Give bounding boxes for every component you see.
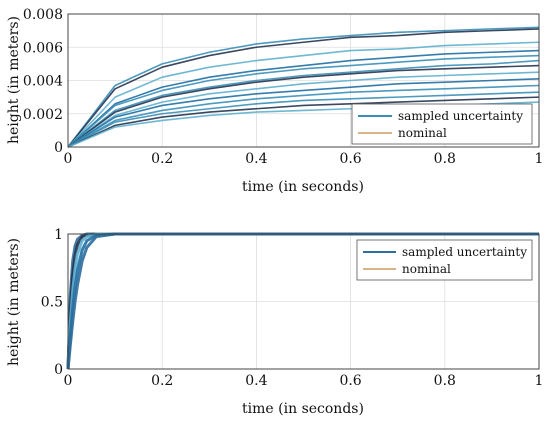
x-tick-label: 0.4 — [245, 151, 267, 167]
y-tick-label: 0.008 — [23, 7, 63, 23]
series-line — [67, 41, 540, 148]
top-plot-frame — [67, 13, 540, 148]
series-line — [67, 26, 540, 148]
x-tick-label: 1 — [535, 151, 544, 167]
y-tick-label: 0 — [54, 140, 63, 156]
bottom-plot: 0 0.2 0.4 0.6 0.8 1 0 0.5 1 time (in seconds) he… — [6, 227, 543, 417]
y-tick-label: 0.004 — [23, 74, 63, 90]
series-line — [67, 71, 540, 148]
top-legend-box — [351, 103, 533, 145]
series-line — [67, 59, 540, 148]
y-tick-label: 1 — [54, 227, 63, 243]
top-plot-series — [67, 26, 540, 148]
y-tick-label: 0.5 — [41, 295, 63, 311]
series-line — [67, 64, 540, 148]
series-line — [67, 96, 540, 148]
bottom-legend: sampled uncertainty nominal — [356, 239, 533, 281]
x-tick-label: 0.2 — [151, 373, 173, 389]
x-tick-label: 0.4 — [245, 373, 267, 389]
top-ylabel: height (in meters) — [6, 16, 22, 144]
top-legend-sampled-label: sampled uncertainty — [398, 109, 523, 123]
bottom-legend-sampled-label: sampled uncertainty — [402, 245, 527, 259]
bottom-legend-nominal-label: nominal — [402, 262, 451, 276]
series-line — [67, 49, 540, 148]
top-plot: 0 0.2 0.4 0.6 0.8 1 0 0.002 0.004 0.006 0.008 time… — [6, 7, 543, 195]
series-line — [67, 91, 540, 148]
x-tick-label: 0 — [64, 373, 73, 389]
y-tick-label: 0.002 — [23, 107, 63, 123]
top-xlabel: time (in seconds) — [242, 179, 364, 195]
series-line — [67, 54, 540, 148]
y-tick-label: 0.006 — [23, 40, 63, 56]
top-plot-ticks: 0 0.2 0.4 0.6 0.8 1 0 0.002 0.004 0.006 0.008 — [23, 7, 544, 167]
x-tick-label: 0.8 — [434, 373, 456, 389]
y-tick-label: 0 — [54, 362, 63, 378]
series-line — [67, 84, 540, 148]
top-legend-nominal-label: nominal — [398, 126, 447, 140]
x-tick-label: 0.8 — [434, 151, 456, 167]
x-tick-label: 1 — [535, 373, 544, 389]
bottom-plot-frame — [67, 233, 540, 370]
top-legend: sampled uncertainty nominal — [351, 103, 533, 145]
bottom-ylabel: height (in meters) — [6, 238, 22, 366]
bottom-legend-box — [356, 239, 533, 281]
series-line — [67, 78, 540, 148]
bottom-plot-ticks: 0 0.2 0.4 0.6 0.8 1 0 0.5 1 — [41, 227, 544, 389]
bottom-xlabel: time (in seconds) — [242, 401, 364, 417]
x-tick-label: 0.2 — [151, 151, 173, 167]
x-tick-label: 0.6 — [339, 151, 361, 167]
series-line — [67, 28, 540, 148]
x-tick-label: 0.6 — [339, 373, 361, 389]
x-tick-label: 0 — [64, 151, 73, 167]
